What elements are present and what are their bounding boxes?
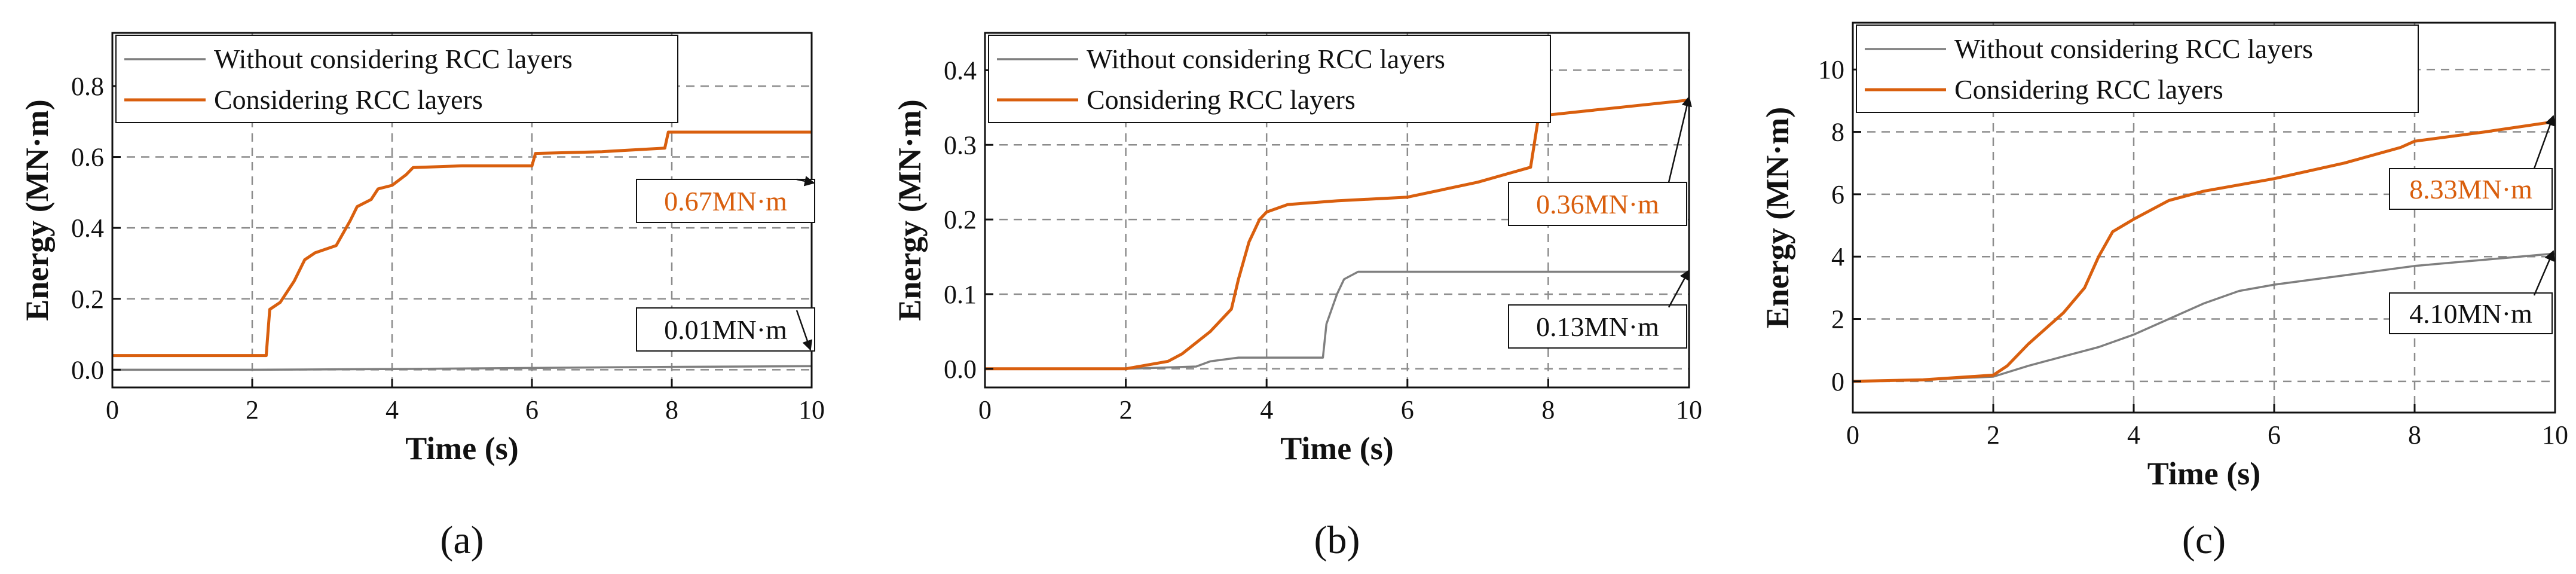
x-tick-label: 10: [799, 395, 825, 425]
x-tick-label: 2: [246, 395, 259, 425]
y-axis-title: Energy (MN·m): [1760, 107, 1795, 328]
legend-box: [1856, 25, 2419, 113]
annotation-label: 0.13MN·m: [1536, 312, 1659, 342]
y-tick-label: 0: [1831, 367, 1844, 396]
annotation-box: [1508, 182, 1687, 226]
y-tick-label: 0.0: [944, 355, 977, 384]
y-tick-label: 0.4: [71, 213, 104, 243]
annotation-arrow: [796, 176, 815, 187]
panel-label: (c): [2182, 518, 2226, 562]
y-tick-label: 0.4: [944, 56, 977, 85]
y-tick-label: 0.2: [71, 285, 104, 314]
series-line-without-rcc: [112, 365, 812, 371]
y-axis-title: Energy (MN·m): [892, 99, 928, 320]
y-axis-title: Energy (MN·m): [19, 99, 55, 320]
chart-panel-b: 0 2 4 6 8 10 0.0 0.1 0.2 0.3 0.4 Time (s) Energy (MN…: [892, 32, 1702, 562]
annotation-arrow: [2533, 115, 2555, 169]
chart-panel-a: 0 2 4 6 8 10 0.0 0.2 0.4 0.6 0.8 Time (s) Energy (MN…: [19, 32, 825, 562]
annotation-box: [636, 179, 815, 223]
x-axis-title: Time (s): [405, 430, 518, 466]
x-tick-label: 2: [1987, 420, 2000, 450]
x-axis-title: Time (s): [2147, 456, 2260, 491]
annotation-label: 8.33MN·m: [2409, 174, 2532, 204]
legend-label-with-rcc: Considering RCC layers: [1087, 84, 1356, 115]
annotation-box: [2389, 168, 2553, 210]
y-tick-label: 0.3: [944, 130, 977, 160]
y-tick-label: 0.2: [944, 205, 977, 234]
y-tick-label: 6: [1831, 180, 1844, 209]
x-tick-label: 8: [1541, 395, 1555, 425]
chart-panel-c: 0 2 4 6 8 10 0 2 4 6 8 10 Time (s) Energy (MN·m) Witho…: [1760, 22, 2568, 562]
annotation-box: [636, 307, 815, 352]
legend-label-with-rcc: Considering RCC layers: [214, 84, 483, 115]
x-axis-title: Time (s): [1280, 430, 1393, 466]
x-tick-label: 0: [978, 395, 992, 425]
annotation-label: 0.01MN·m: [664, 315, 787, 345]
x-tick-label: 8: [665, 395, 678, 425]
y-tick-label: 0.0: [71, 355, 104, 384]
x-tick-label: 8: [2408, 420, 2421, 450]
y-tick-label: 4: [1831, 242, 1844, 271]
axes-frame: [1852, 22, 2556, 414]
x-tick-label: 0: [1846, 420, 1859, 450]
y-tick-label: 0.1: [944, 280, 977, 309]
y-tick-label: 0.6: [71, 143, 104, 172]
annotation-arrow: [1668, 96, 1692, 183]
x-tick-label: 4: [1260, 395, 1273, 425]
annotation-label: 0.67MN·m: [664, 186, 787, 216]
legend-box: [988, 35, 1551, 123]
x-tick-label: 2: [1119, 395, 1133, 425]
y-tick-label: 8: [1831, 118, 1844, 147]
x-tick-label: 6: [2268, 420, 2281, 450]
panel-label: (b): [1314, 518, 1360, 562]
legend-label-without-rcc: Without considering RCC layers: [214, 44, 573, 74]
x-tick-label: 0: [106, 395, 119, 425]
annotation-arrow: [2533, 250, 2554, 296]
series-line-with-rcc: [1852, 120, 2556, 383]
annotation-arrow: [1668, 269, 1690, 308]
panel-label: (a): [440, 518, 484, 562]
x-tick-label: 6: [1401, 395, 1414, 425]
legend-label-with-rcc: Considering RCC layers: [1954, 74, 2223, 105]
x-tick-label: 10: [2542, 420, 2568, 450]
y-tick-label: 10: [1818, 55, 1844, 84]
x-tick-label: 6: [525, 395, 539, 425]
axes-frame: [984, 32, 1690, 389]
annotation-label: 4.10MN·m: [2409, 298, 2532, 329]
annotation-box: [1508, 304, 1687, 349]
x-tick-label: 4: [386, 395, 399, 425]
legend-label-without-rcc: Without considering RCC layers: [1087, 44, 1445, 74]
x-tick-label: 10: [1676, 395, 1702, 425]
annotation-box: [2389, 292, 2553, 334]
annotation-arrow: [796, 310, 813, 351]
legend-label-without-rcc: Without considering RCC layers: [1954, 33, 2313, 64]
annotation-label: 0.36MN·m: [1536, 189, 1659, 219]
y-tick-label: 2: [1831, 305, 1844, 334]
legend-box: [115, 35, 678, 123]
x-tick-label: 4: [2127, 420, 2140, 450]
series-line-with-rcc: [112, 130, 812, 358]
y-tick-label: 0.8: [71, 72, 104, 101]
